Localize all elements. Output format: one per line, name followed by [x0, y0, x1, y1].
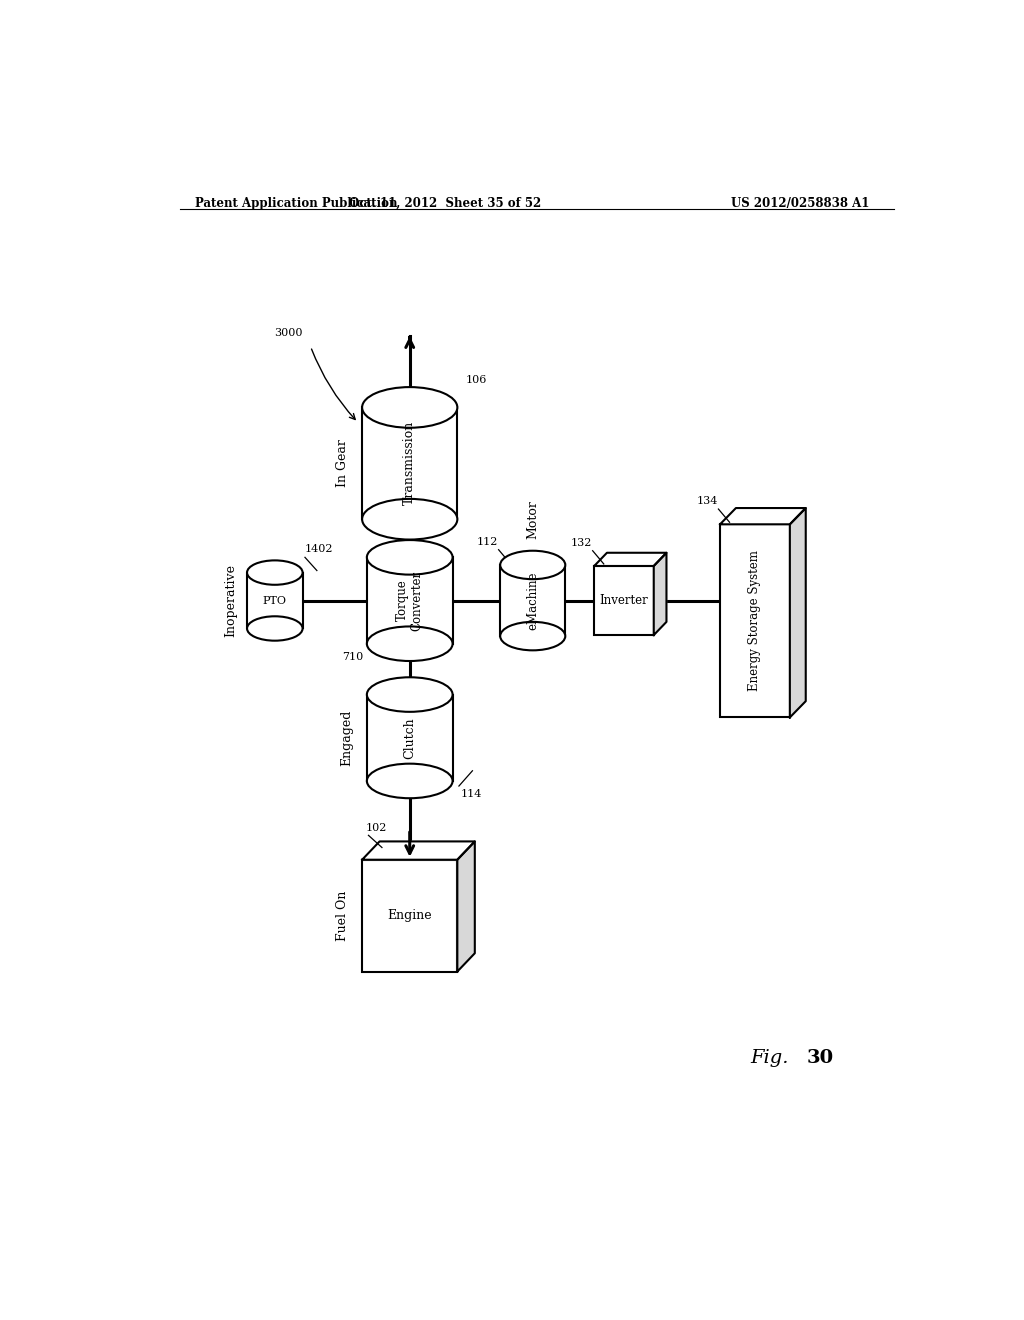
- Text: Motor: Motor: [526, 500, 540, 539]
- Ellipse shape: [247, 561, 303, 585]
- Bar: [362, 408, 458, 519]
- Text: US 2012/0258838 A1: US 2012/0258838 A1: [731, 197, 869, 210]
- Ellipse shape: [500, 550, 565, 579]
- Text: 1402: 1402: [305, 544, 334, 554]
- Text: Oct. 11, 2012  Sheet 35 of 52: Oct. 11, 2012 Sheet 35 of 52: [349, 197, 542, 210]
- Ellipse shape: [247, 616, 303, 640]
- Ellipse shape: [367, 627, 453, 661]
- Text: Inverter: Inverter: [600, 594, 648, 607]
- Text: Transmission: Transmission: [403, 421, 416, 506]
- Polygon shape: [362, 841, 475, 859]
- Text: Energy Storage System: Energy Storage System: [749, 550, 762, 692]
- Ellipse shape: [362, 387, 458, 428]
- Polygon shape: [458, 841, 475, 972]
- Text: Patent Application Publication: Patent Application Publication: [196, 197, 398, 210]
- Text: Engaged: Engaged: [341, 710, 353, 766]
- Text: Clutch: Clutch: [403, 717, 416, 759]
- Text: 102: 102: [367, 824, 387, 833]
- Polygon shape: [790, 508, 806, 718]
- Bar: [594, 566, 653, 635]
- Bar: [367, 557, 453, 644]
- Text: 114: 114: [461, 789, 482, 799]
- Text: 112: 112: [476, 537, 498, 546]
- Bar: [500, 565, 565, 636]
- Bar: [362, 859, 458, 972]
- Text: 106: 106: [465, 375, 486, 385]
- Ellipse shape: [500, 622, 565, 651]
- Text: Torque
Converter: Torque Converter: [395, 570, 424, 631]
- Text: Inoperative: Inoperative: [224, 564, 238, 638]
- Text: In Gear: In Gear: [336, 440, 349, 487]
- Text: 30: 30: [807, 1049, 834, 1067]
- Text: 710: 710: [342, 652, 362, 661]
- Ellipse shape: [367, 677, 453, 711]
- Polygon shape: [594, 553, 667, 566]
- Text: Fig.: Fig.: [750, 1049, 795, 1067]
- Ellipse shape: [362, 499, 458, 540]
- Text: Fuel On: Fuel On: [336, 891, 349, 941]
- Text: Engine: Engine: [387, 909, 432, 923]
- Text: PTO: PTO: [263, 595, 287, 606]
- Text: 134: 134: [696, 496, 718, 506]
- Ellipse shape: [367, 540, 453, 574]
- Text: 132: 132: [570, 537, 592, 548]
- Ellipse shape: [367, 764, 453, 799]
- Bar: [367, 694, 453, 781]
- Polygon shape: [653, 553, 667, 635]
- Text: eMachine: eMachine: [526, 572, 540, 630]
- Bar: [720, 524, 790, 718]
- Bar: [247, 573, 303, 628]
- Text: 3000: 3000: [274, 329, 303, 338]
- Polygon shape: [720, 508, 806, 524]
